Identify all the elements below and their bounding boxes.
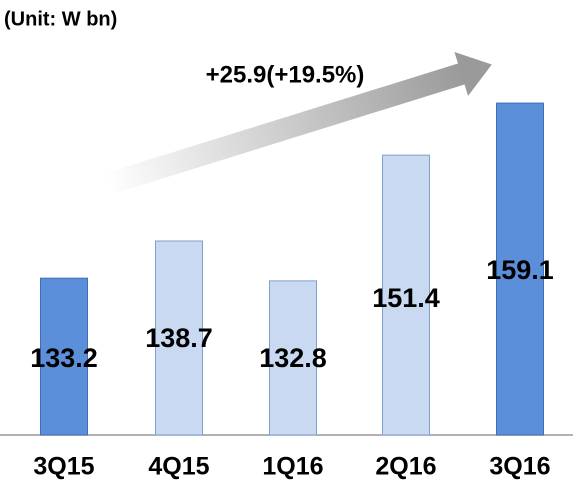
x-tick-label: 4Q15 xyxy=(148,453,209,481)
x-tick-label: 3Q16 xyxy=(489,453,550,481)
bar xyxy=(155,240,203,436)
value-label: 132.8 xyxy=(259,343,327,373)
bar xyxy=(496,102,544,436)
x-tick-label: 2Q16 xyxy=(375,453,436,481)
subtitle: (Unit: W bn) xyxy=(4,8,117,30)
annotation: +25.9(+19.5%) xyxy=(206,61,365,88)
x-tick-label: 1Q16 xyxy=(262,453,323,481)
value-label: 133.2 xyxy=(30,343,98,373)
value-label: 159.1 xyxy=(486,255,554,285)
value-label: 151.4 xyxy=(372,283,440,313)
bar xyxy=(269,280,317,436)
x-tick-label: 3Q15 xyxy=(33,453,94,481)
trend-arrow xyxy=(104,52,492,195)
bar xyxy=(40,277,88,436)
value-label: 138.7 xyxy=(145,323,213,353)
bar xyxy=(382,154,430,436)
